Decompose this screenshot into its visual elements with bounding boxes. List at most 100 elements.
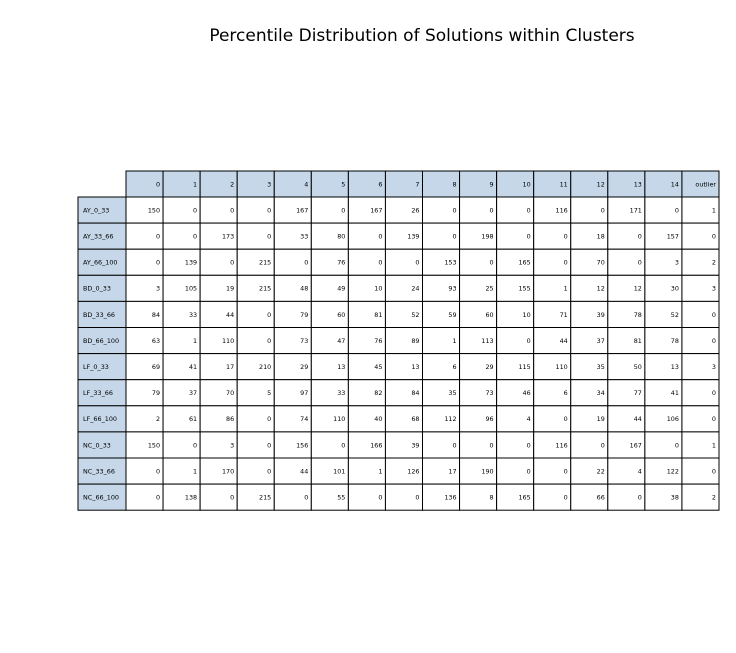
table-cell [533,431,572,459]
table-cell-value: 106 [667,415,679,423]
table-cell-value: 66 [597,493,605,501]
table-cell-value: 1 [193,337,197,345]
table-cell-value: 24 [411,285,419,293]
table-cell-value: 3 [230,441,234,449]
table-cell-value: 150 [148,441,160,449]
row-header-cell [77,222,127,250]
table-cell-value: 97 [300,389,308,397]
table-cell [236,248,275,276]
table-cell-value: 33 [300,232,308,240]
table-cell-value: 5 [267,389,271,397]
row-header-cell [77,248,127,276]
table-cell-value: 19 [226,285,234,293]
table-cell-value: 0 [712,389,716,397]
table-cell [273,405,312,433]
table-cell-value: 3 [156,285,160,293]
table-cell [533,274,572,302]
table-cell [459,379,498,407]
table-cell-value: 116 [556,441,568,449]
row-header-label: BD_0_33 [83,285,111,293]
column-header-cell [496,170,535,198]
table-cell-value: 84 [152,311,160,319]
table-cell [236,405,275,433]
table-cell-value: 1 [452,337,456,345]
table-cell-value: 0 [230,493,234,501]
table-cell [533,379,572,407]
table-cell-value: 0 [193,206,197,214]
table-cell [162,196,201,224]
table-cell-value: 59 [448,311,456,319]
row-header-label: AY_33_66 [83,232,113,240]
table-cell [570,353,609,381]
table-cell-value: 112 [444,415,456,423]
table-cell [236,379,275,407]
table-cell [681,483,720,511]
table-cell-value: 89 [411,337,419,345]
table-cell [533,327,572,355]
table-cell-value: 52 [411,311,419,319]
table-cell [199,248,238,276]
table-cell-value: 33 [189,311,197,319]
table-cell [681,327,720,355]
table-cell [607,405,646,433]
table-cell-value: 115 [518,363,530,371]
table-cell [384,431,423,459]
table-cell-value: 81 [634,337,642,345]
table-cell [681,431,720,459]
table-cell-value: 46 [523,389,531,397]
table-cell-value: 0 [564,415,568,423]
table-cell-value: 139 [185,259,197,267]
row-header-cell [77,431,127,459]
table-cell [496,196,535,224]
table-cell-value: 26 [411,206,419,214]
table-cell [570,405,609,433]
table-cell-value: 13 [671,363,679,371]
table-cell [644,483,683,511]
table-cell-value: 69 [152,363,160,371]
table-cell [496,483,535,511]
table-cell-value: 190 [481,467,493,475]
table-cell [570,300,609,328]
table-cell-value: 165 [518,493,530,501]
table-cell [644,196,683,224]
table-cell-value: 0 [415,259,419,267]
table-cell [384,353,423,381]
table-cell-value: 3 [712,363,716,371]
table-cell-value: 0 [267,467,271,475]
table-cell-value: 0 [267,337,271,345]
table-cell [384,222,423,250]
table-cell-value: 122 [667,467,679,475]
table-cell-value: 77 [634,389,642,397]
table-cell-value: 0 [267,206,271,214]
table-cell-value: 0 [527,337,531,345]
column-header-cell [644,170,683,198]
table-cell-value: 39 [411,441,419,449]
table-cell [125,405,164,433]
table-cell-value: 110 [333,415,345,423]
column-header-label: 2 [230,180,234,188]
table-cell [347,483,386,511]
row-header-label: LF_0_33 [83,363,109,371]
table-cell-value: 73 [300,337,308,345]
column-header-label: 10 [523,180,531,188]
row-header-label: AY_0_33 [83,206,109,214]
table-cell [347,274,386,302]
table-cell [607,196,646,224]
table-cell-value: 86 [226,415,234,423]
table-cell [125,457,164,485]
table-cell [236,431,275,459]
table-cell-value: 82 [374,389,382,397]
table-cell-value: 35 [448,389,456,397]
table-cell-value: 0 [638,493,642,501]
table-cell-value: 34 [597,389,605,397]
table-cell-value: 4 [527,415,531,423]
table-cell-value: 0 [156,467,160,475]
table-cell-value: 153 [444,259,456,267]
column-header-cell [347,170,386,198]
table-cell-value: 4 [638,467,642,475]
table-cell-value: 49 [337,285,345,293]
table-cell [607,379,646,407]
table-cell [199,222,238,250]
table-cell-value: 78 [671,337,679,345]
